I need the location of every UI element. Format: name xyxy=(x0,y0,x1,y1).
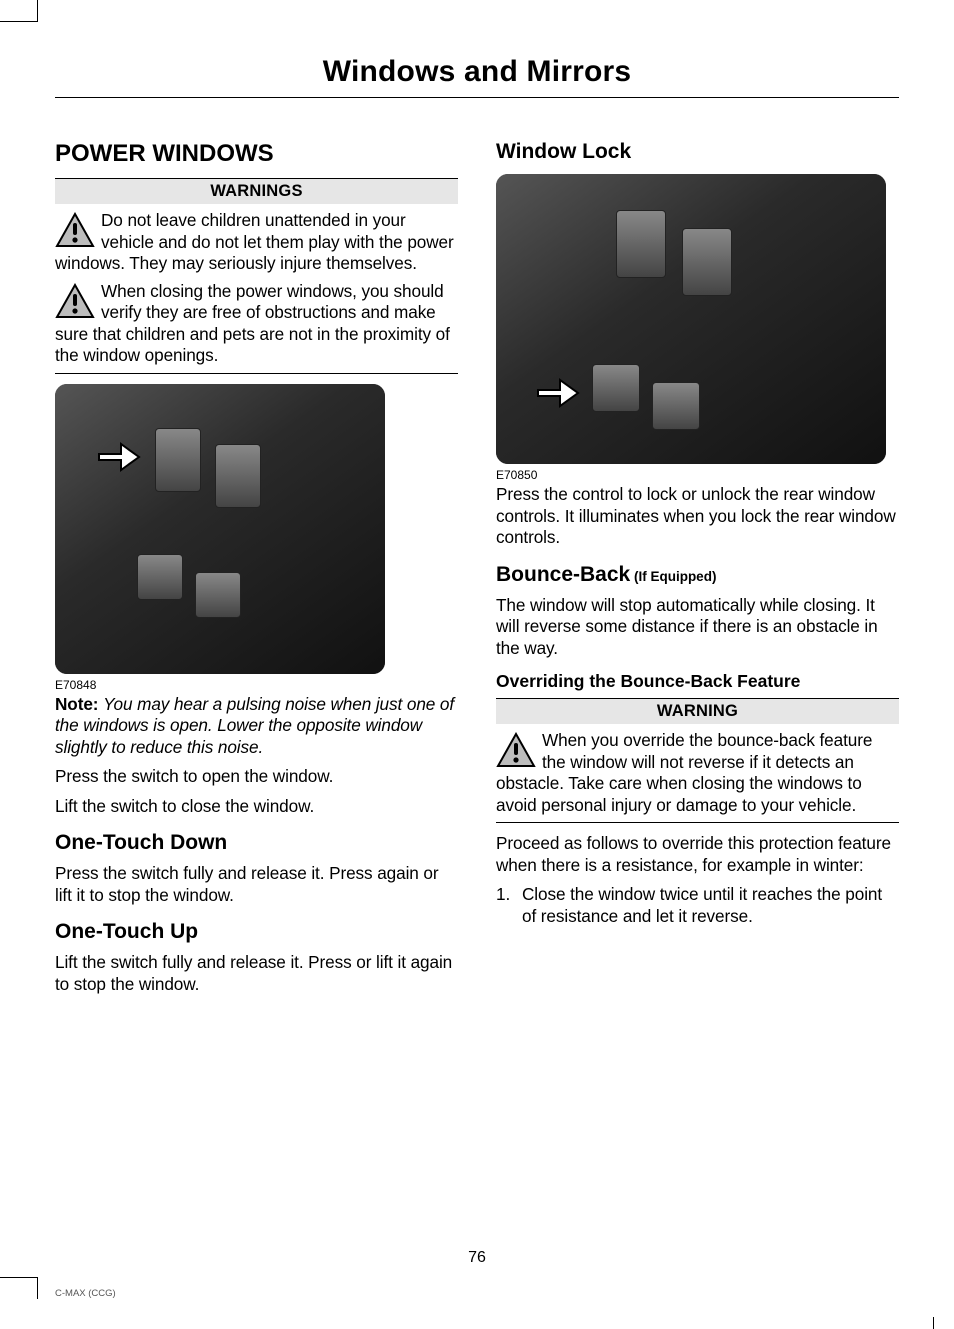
override-heading: Overriding the Bounce-Back Feature xyxy=(496,671,899,692)
one-touch-down-para: Press the switch fully and release it. P… xyxy=(55,863,458,906)
step-number: 1. xyxy=(496,884,522,927)
figure-image xyxy=(55,384,385,674)
warning-triangle-icon xyxy=(55,283,95,319)
figure-window-lock: E70850 xyxy=(496,174,899,482)
one-touch-up-para: Lift the switch fully and release it. Pr… xyxy=(55,952,458,995)
warnings-block: Do not leave children unattended in your… xyxy=(55,210,458,374)
one-touch-down-heading: One-Touch Down xyxy=(55,831,458,855)
figure-window-switch: E70848 xyxy=(55,384,458,692)
warnings-header: WARNINGS xyxy=(55,178,458,204)
page-title: Windows and Mirrors xyxy=(55,55,899,98)
bounce-back-para: The window will stop automatically while… xyxy=(496,595,899,660)
crop-mark-top-left xyxy=(0,0,38,22)
note-lead: Note: xyxy=(55,694,98,714)
step-item: 1. Close the window twice until it reach… xyxy=(496,884,899,927)
warning-header-single: WARNING xyxy=(496,698,899,724)
figure-label: E70848 xyxy=(55,678,458,692)
figure-image xyxy=(496,174,886,464)
crop-mark-bottom-left xyxy=(0,1277,38,1299)
proceed-para: Proceed as follows to override this prot… xyxy=(496,833,899,876)
warning-item: When you override the bounce-back featur… xyxy=(496,730,899,816)
power-windows-heading: POWER WINDOWS xyxy=(55,140,458,168)
arrow-icon xyxy=(95,434,141,480)
one-touch-up-heading: One-Touch Up xyxy=(55,920,458,944)
warning-text: When you override the bounce-back featur… xyxy=(496,730,872,815)
para-open-window: Press the switch to open the window. xyxy=(55,766,458,788)
warning-item: When closing the power windows, you shou… xyxy=(55,281,458,367)
arrow-icon xyxy=(534,370,580,416)
page-number: 76 xyxy=(0,1249,954,1267)
warning-block-single: When you override the bounce-back featur… xyxy=(496,730,899,823)
left-column: POWER WINDOWS WARNINGS Do not leave chil… xyxy=(55,140,458,1003)
figure-label: E70850 xyxy=(496,468,899,482)
if-equipped-label: (If Equipped) xyxy=(630,569,716,584)
override-steps: 1. Close the window twice until it reach… xyxy=(496,884,899,927)
content-columns: POWER WINDOWS WARNINGS Do not leave chil… xyxy=(55,140,899,1003)
bounce-back-title: Bounce-Back xyxy=(496,563,630,586)
warning-item: Do not leave children unattended in your… xyxy=(55,210,458,275)
warning-text: When closing the power windows, you shou… xyxy=(55,281,450,366)
note-paragraph: Note: You may hear a pulsing noise when … xyxy=(55,694,458,759)
window-lock-para: Press the control to lock or unlock the … xyxy=(496,484,899,549)
bounce-back-heading: Bounce-Back (If Equipped) xyxy=(496,563,899,587)
note-body: You may hear a pulsing noise when just o… xyxy=(55,694,454,757)
warning-triangle-icon xyxy=(496,732,536,768)
window-lock-heading: Window Lock xyxy=(496,140,899,164)
warning-triangle-icon xyxy=(55,212,95,248)
footer-model: C-MAX (CCG) xyxy=(55,1288,116,1299)
para-close-window: Lift the switch to close the window. xyxy=(55,796,458,818)
warning-text: Do not leave children unattended in your… xyxy=(55,210,454,273)
crop-tick-bottom-right xyxy=(933,1317,935,1329)
right-column: Window Lock E70850 Press the control to … xyxy=(496,140,899,1003)
step-text: Close the window twice until it reaches … xyxy=(522,884,899,927)
